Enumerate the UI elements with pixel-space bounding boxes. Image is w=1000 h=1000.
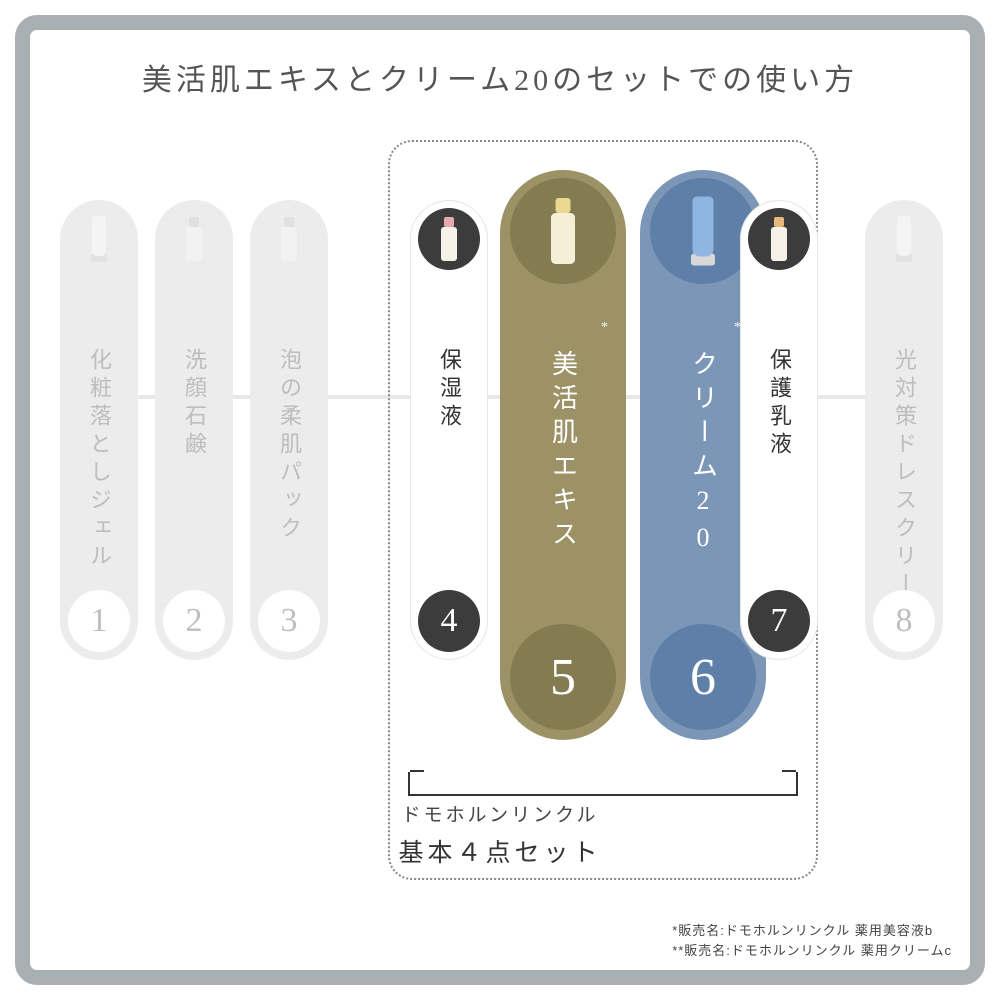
step-pill-4: 保湿液 4: [410, 200, 488, 660]
set-label: ドモホルンリンクル 基本４点セット: [0, 800, 1000, 869]
bottle-icon: [186, 217, 202, 261]
product-icon: [163, 208, 225, 270]
tube-icon: [90, 216, 108, 262]
tube-icon: [690, 197, 717, 266]
step-label: 保護乳液: [763, 348, 795, 460]
set-label-line1: ドモホルンリンクル: [0, 800, 1000, 827]
step-number: 7: [748, 590, 810, 652]
product-icon: [748, 208, 810, 270]
bottle-icon: [441, 217, 457, 261]
bottle-icon: [551, 198, 575, 264]
step-label: 光対策ドレスクリーム: [888, 348, 920, 628]
step-pill-2: 洗顔石鹸 2: [155, 200, 233, 660]
step-label: 化粧落としジェル: [83, 348, 115, 572]
step-label: 美活肌エキス: [545, 350, 582, 554]
product-icon: [68, 208, 130, 270]
step-label: クリーム20: [685, 350, 722, 560]
step-number: 6: [650, 624, 756, 730]
step-number: 8: [873, 590, 935, 652]
footnote-2: **販売名:ドモホルンリンクル 薬用クリームc: [672, 941, 952, 961]
step-label: 保湿液: [433, 348, 465, 432]
step-pill-1: 化粧落としジェル 1: [60, 200, 138, 660]
step-pill-7: 保護乳液 7: [740, 200, 818, 660]
product-icon: [418, 208, 480, 270]
set-bracket: [408, 772, 798, 796]
footnotes: *販売名:ドモホルンリンクル 薬用美容液b **販売名:ドモホルンリンクル 薬用…: [672, 921, 952, 960]
footnote-1: *販売名:ドモホルンリンクル 薬用美容液b: [672, 921, 952, 941]
step-number: 2: [163, 590, 225, 652]
step-pill-5: 美活肌エキス * 5: [500, 170, 626, 740]
step-pill-3: 泡の柔肌パック 3: [250, 200, 328, 660]
product-icon: [873, 208, 935, 270]
step-label: 泡の柔肌パック: [273, 348, 305, 544]
product-icon: [510, 178, 616, 284]
set-label-line2: 基本４点セット: [0, 833, 1000, 869]
step-pill-8: 光対策ドレスクリーム8: [865, 200, 943, 660]
step-number: 1: [68, 590, 130, 652]
asterisk-marker: *: [601, 320, 608, 336]
product-icon: [258, 208, 320, 270]
step-number: 5: [510, 624, 616, 730]
step-number: 4: [418, 590, 480, 652]
page-title: 美活肌エキスとクリーム20のセットでの使い方: [0, 55, 1000, 99]
tube-icon: [895, 216, 913, 262]
step-number: 3: [258, 590, 320, 652]
bottle-icon: [771, 217, 787, 261]
bottle-icon: [281, 217, 297, 261]
step-label: 洗顔石鹸: [178, 348, 210, 460]
